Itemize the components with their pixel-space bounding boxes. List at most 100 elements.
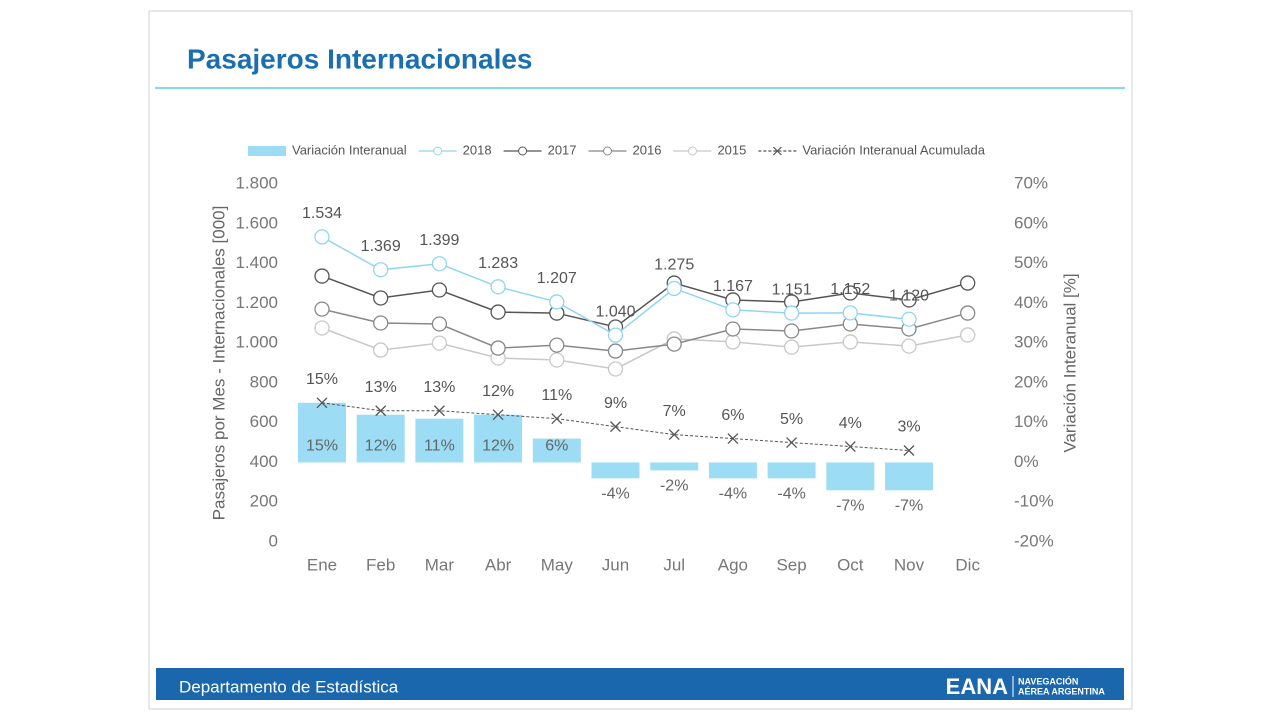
- point-marker: [725, 334, 741, 350]
- point-marker: [844, 441, 856, 452]
- y-tick-label: 1.400: [235, 253, 278, 272]
- data-label: 15%: [306, 371, 338, 388]
- legend-marker: [518, 146, 528, 156]
- data-label: 11%: [541, 387, 572, 404]
- bar-label: -2%: [660, 478, 688, 495]
- point-marker: [433, 405, 445, 417]
- bar-label: 6%: [545, 438, 568, 455]
- point-marker: [783, 339, 800, 355]
- point-marker: [901, 338, 917, 354]
- point-marker: [727, 433, 739, 445]
- bar: [650, 462, 699, 471]
- point-marker: [842, 334, 858, 350]
- point-marker: [375, 405, 387, 417]
- point-marker: [725, 302, 741, 318]
- bar: [826, 462, 875, 491]
- x-tick-label: Sep: [776, 555, 806, 574]
- data-label: 1.399: [419, 232, 459, 249]
- data-label: 13%: [365, 379, 397, 396]
- legend-marker: [687, 146, 697, 156]
- legend-label: Variación Interanual: [292, 142, 407, 157]
- data-label: 6%: [721, 407, 744, 424]
- point-marker: [607, 361, 624, 377]
- legend-label: 2016: [633, 142, 662, 157]
- series-line: [321, 402, 910, 452]
- y2-tick-label: 40%: [1014, 293, 1048, 312]
- data-label: 1.040: [595, 303, 635, 320]
- point-marker: [610, 421, 621, 433]
- series-line: [321, 308, 968, 352]
- point-marker: [549, 337, 565, 353]
- point-marker: [314, 301, 330, 317]
- point-marker: [431, 335, 448, 351]
- data-label: 7%: [663, 403, 686, 420]
- footer-logo-sub: AÉREA ARGENTINA: [1018, 686, 1105, 696]
- data-label: 12%: [482, 383, 514, 400]
- y2-tick-label: -20%: [1014, 531, 1054, 550]
- y-tick-label: 1.800: [235, 173, 278, 192]
- bar: [532, 438, 581, 463]
- point-marker: [490, 279, 506, 295]
- x-tick-label: Abr: [485, 555, 512, 574]
- data-label: 3%: [897, 419, 920, 436]
- y2-tick-label: 0%: [1014, 452, 1039, 471]
- legend-marker: [772, 146, 782, 156]
- bar-label: -7%: [895, 498, 923, 515]
- point-marker: [492, 409, 504, 421]
- bar-label: -4%: [601, 486, 629, 503]
- y-tick-label: 200: [250, 492, 278, 511]
- footer-bar: [156, 668, 1124, 700]
- bar-label: 12%: [365, 438, 397, 455]
- bar: [356, 414, 405, 463]
- y2-tick-label: 20%: [1014, 372, 1048, 391]
- data-label: 5%: [780, 411, 803, 428]
- x-tick-label: Mar: [425, 555, 455, 574]
- bar-label: -4%: [777, 486, 805, 503]
- point-marker: [607, 327, 624, 343]
- point-marker: [783, 323, 800, 339]
- y-tick-label: 800: [250, 372, 278, 391]
- legend-marker: [433, 146, 443, 156]
- point-marker: [551, 413, 563, 425]
- data-label: 4%: [839, 415, 862, 432]
- data-label: 1.275: [654, 257, 694, 274]
- y2-tick-label: 30%: [1014, 333, 1048, 352]
- point-marker: [901, 292, 917, 308]
- y2-tick-label: 10%: [1014, 412, 1048, 431]
- bar: [415, 418, 464, 463]
- footer-logo: EANA: [946, 674, 1008, 699]
- point-marker: [725, 321, 741, 337]
- y2-tick-label: -10%: [1014, 492, 1054, 511]
- legend-label: 2018: [463, 142, 492, 157]
- y2-axis-title: Variación Interanual [%]: [1060, 273, 1079, 452]
- data-label: 1.283: [478, 255, 518, 272]
- y2-tick-label: 70%: [1014, 173, 1048, 192]
- bar: [708, 462, 757, 479]
- point-marker: [960, 275, 976, 291]
- x-tick-label: Nov: [894, 555, 925, 574]
- point-marker: [490, 304, 506, 320]
- legend-label: 2015: [717, 142, 746, 157]
- bar: [474, 414, 523, 463]
- y-tick-label: 1.000: [235, 333, 278, 352]
- data-label: 1.207: [537, 270, 577, 287]
- y-tick-label: 1.200: [235, 293, 278, 312]
- point-marker: [842, 305, 858, 321]
- y-tick-label: 0: [269, 531, 278, 550]
- point-marker: [314, 229, 330, 245]
- point-marker: [903, 445, 915, 456]
- y-axis-title: Pasajeros por Mes - Internacionales [000…: [209, 206, 228, 521]
- x-tick-label: Ago: [718, 555, 748, 574]
- point-marker: [842, 285, 858, 301]
- x-tick-label: Dic: [955, 555, 980, 574]
- point-marker: [783, 305, 800, 321]
- bar: [298, 402, 346, 463]
- y2-tick-label: 50%: [1014, 253, 1048, 272]
- data-label: 1.534: [302, 205, 342, 222]
- point-marker: [316, 397, 328, 409]
- bar-label: 12%: [482, 438, 514, 455]
- data-label: 1.120: [889, 287, 929, 304]
- point-marker: [373, 315, 389, 331]
- point-marker: [901, 311, 917, 327]
